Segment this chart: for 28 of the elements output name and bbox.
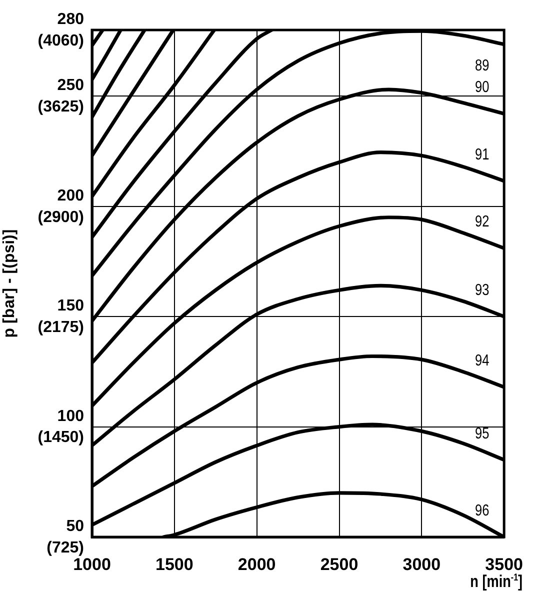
y-tick-label: 200 [57,187,84,204]
series-label: 94 [474,352,490,370]
x-tick-label: 1000 [73,554,111,574]
y2-tick-label: (3625) [38,98,84,116]
x-tick-label: 3500 [485,554,524,574]
series-label: 89 [474,57,490,76]
y2-tick-label: (1450) [38,429,84,446]
y-tick-label: 50 [66,518,84,536]
x-tick-label: 3000 [402,554,441,574]
y2-axis-title: p [bar] - [(psi)] [1,229,18,338]
y2-tick-label: (4060) [38,32,84,50]
series-label: 95 [474,425,490,443]
x-axis-title: n [min$^{-1}$] [470,572,523,592]
y-tick-label: 100 [57,408,84,425]
y-tick-label: 280 [57,11,84,28]
y2-tick-label: (2900) [38,208,84,226]
series-label: 93 [474,282,490,300]
x-tick-label: 2500 [320,554,358,574]
y-tick-label: 150 [57,298,84,315]
series-label: 91 [474,146,490,164]
series-label: 96 [474,502,490,520]
x-tick-label: 2000 [238,554,276,574]
series-label: 92 [474,213,490,232]
y2-tick-label: (2175) [38,318,84,336]
x-tick-label: 1500 [156,554,194,574]
y-tick-label: 250 [57,77,84,94]
series-label: 90 [474,78,490,97]
y2-tick-label: (725) [46,539,84,556]
